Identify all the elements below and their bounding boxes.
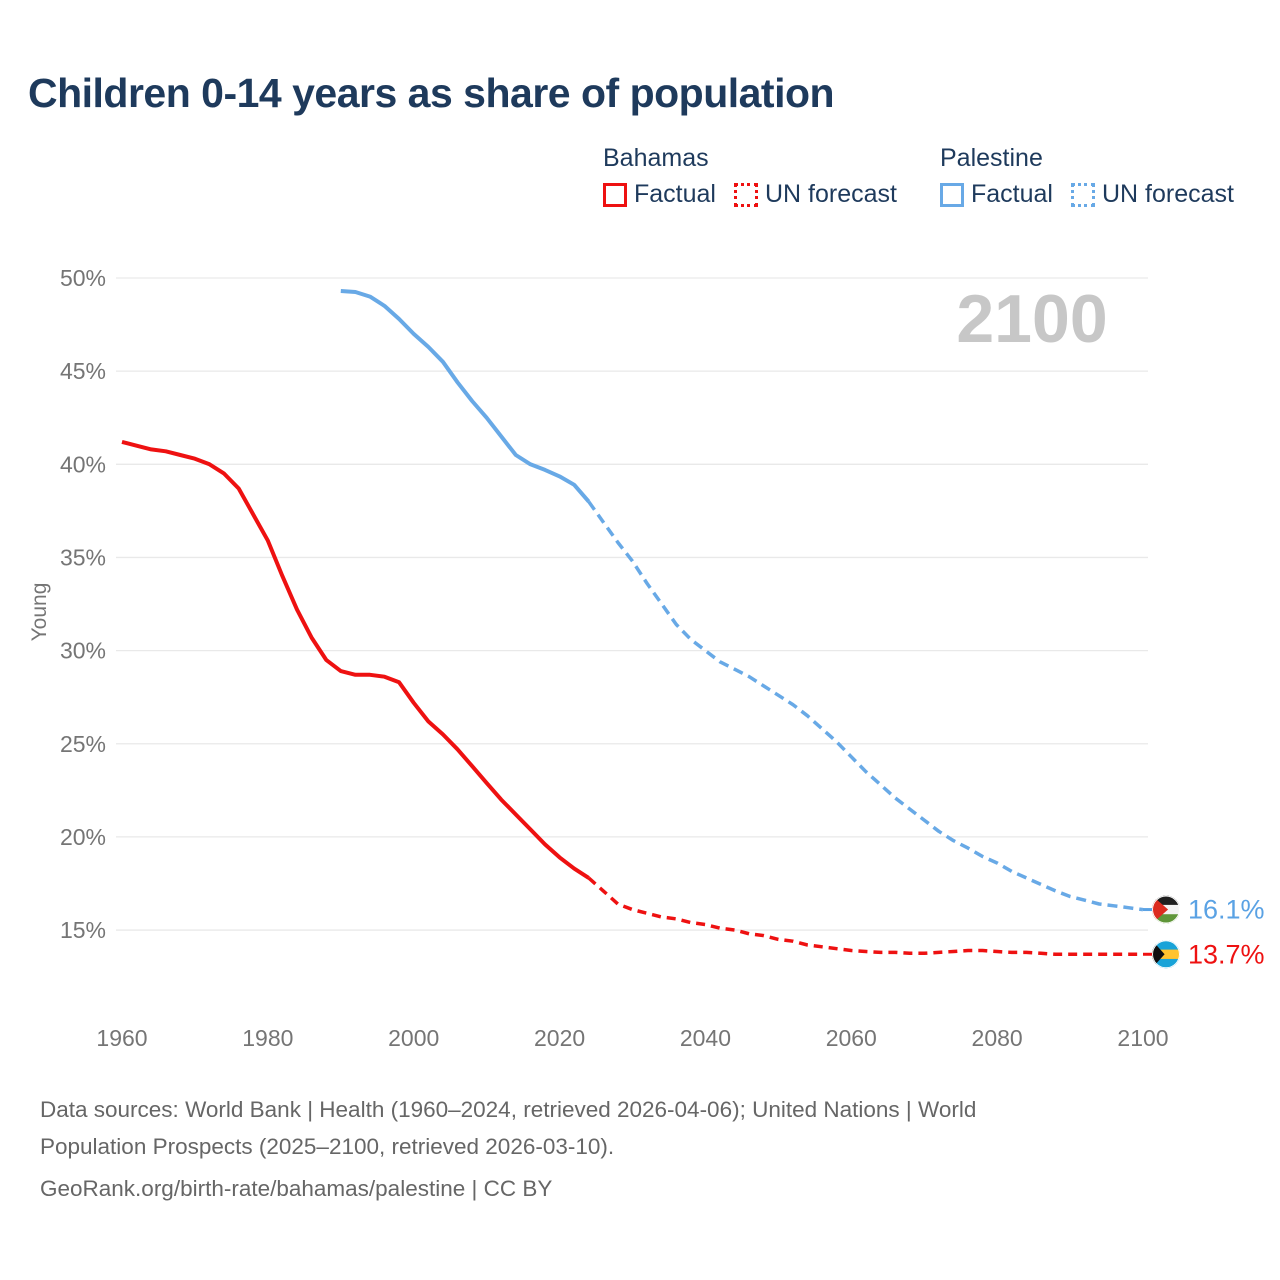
y-tick-label: 35% xyxy=(60,544,106,570)
series-path-bahamas-forecast xyxy=(587,876,1143,957)
legend-label: UN forecast xyxy=(1101,180,1234,208)
legend-swatch-bahamas-forecast xyxy=(733,182,758,207)
y-tick-label: 50% xyxy=(60,265,106,291)
legend-group-bahamas: Bahamas Factual UN forecast xyxy=(603,144,897,209)
legend-swatch-palestine-forecast xyxy=(1070,182,1095,207)
footer-line: Data sources: World Bank | Health (1960–… xyxy=(40,1097,977,1122)
x-tick-label: 2000 xyxy=(388,1025,439,1051)
y-tick-label: 30% xyxy=(60,638,106,664)
footer-attribution: GeoRank.org/birth-rate/bahamas/palestine… xyxy=(40,1176,553,1201)
y-tick-label: 45% xyxy=(60,358,106,384)
x-tick-label: 1980 xyxy=(242,1025,293,1051)
end-value-label-palestine: 16.1% xyxy=(1188,895,1265,925)
x-tick-label: 2100 xyxy=(1117,1025,1168,1051)
series-path-bahamas-factual xyxy=(121,439,590,880)
x-tick-label: 2080 xyxy=(972,1025,1023,1051)
legend-group-palestine: Palestine Factual UN forecast xyxy=(940,144,1234,209)
data-sources-footer: Data sources: World Bank | Health (1960–… xyxy=(40,1091,1220,1207)
footer-line: Population Prospects (2025–2100, retriev… xyxy=(40,1134,615,1159)
year-watermark: 2100 xyxy=(956,281,1107,357)
y-tick-label: 20% xyxy=(60,824,106,850)
legend-group-title: Bahamas xyxy=(603,144,709,172)
y-tick-label: 40% xyxy=(60,451,106,477)
x-tick-label: 1960 xyxy=(96,1025,147,1051)
end-label-layer: 16.1% 13.7% xyxy=(1143,895,1265,969)
y-axis-title: Young xyxy=(28,583,51,642)
y-tick-label: 15% xyxy=(60,917,106,943)
legend-group-title: Palestine xyxy=(940,144,1043,172)
series-layer xyxy=(121,289,1144,957)
x-tick-label: 2060 xyxy=(826,1025,877,1051)
legend-swatch-bahamas-factual xyxy=(603,182,627,207)
grid-layer: 50% 45% 40% 35% 30% 25% 20% 15% 1960 1980 2000 2020… xyxy=(60,265,1169,1051)
y-tick-label: 25% xyxy=(60,731,106,757)
x-tick-label: 2040 xyxy=(680,1025,731,1051)
end-value-label-bahamas: 13.7% xyxy=(1188,939,1265,969)
bahamas-flag-icon xyxy=(1152,940,1180,969)
legend-row: Factual UN forecast xyxy=(603,180,897,209)
series-path-palestine-forecast xyxy=(587,500,1144,912)
page-title: Children 0-14 years as share of populati… xyxy=(28,70,835,116)
x-tick-label: 2020 xyxy=(534,1025,585,1051)
legend-swatch-palestine-factual xyxy=(940,182,964,207)
legend-label: Factual xyxy=(971,180,1053,208)
legend-label: UN forecast xyxy=(764,180,897,208)
legend-row: Factual UN forecast xyxy=(940,180,1234,209)
legend-label: Factual xyxy=(634,180,716,208)
series-path-palestine-factual xyxy=(340,289,591,503)
palestine-flag-icon xyxy=(1152,895,1180,924)
